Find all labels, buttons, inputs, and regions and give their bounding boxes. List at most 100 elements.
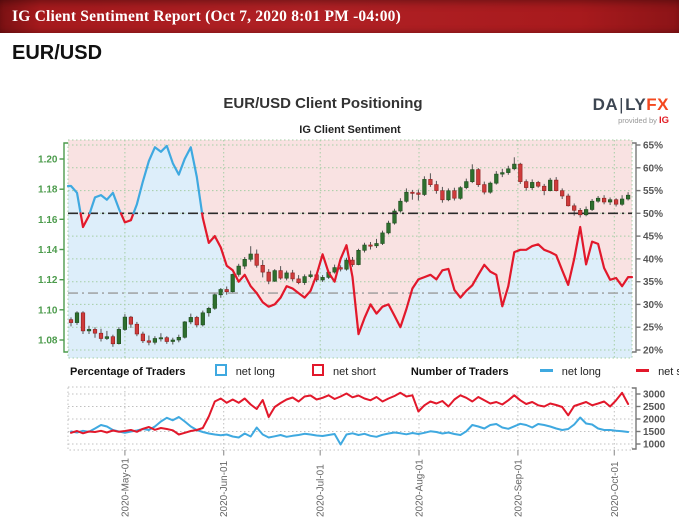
candle-body <box>392 210 397 224</box>
candle-body <box>152 338 158 343</box>
candle-body <box>518 163 523 182</box>
percent-tick-label: 40% <box>643 254 663 265</box>
candle-body <box>332 267 337 273</box>
candle-body <box>242 258 247 267</box>
candle-body <box>320 277 325 281</box>
legend-group-number: Number of Traders <box>410 366 509 378</box>
candle-body <box>506 168 511 173</box>
candle-body <box>68 319 74 323</box>
main-plot-border <box>67 139 633 359</box>
candle-body <box>398 200 403 212</box>
candle-body <box>494 173 499 184</box>
candle-body <box>536 182 541 187</box>
candle-body <box>440 190 445 201</box>
candle-body <box>572 205 577 211</box>
date-tick-label: 2020-Jun-01 <box>219 460 230 517</box>
dailyfx-wordmark: DA|LYFX <box>593 96 669 113</box>
candle-body <box>74 312 80 323</box>
date-tick-label: 2020-Sep-01 <box>513 459 524 517</box>
candle-body <box>410 191 415 194</box>
report-header: IG Client Sentiment Report (Oct 7, 2020 … <box>0 0 679 33</box>
chart-title: EUR/USD Client Positioning <box>223 95 423 112</box>
candle-body <box>548 179 553 192</box>
candle-body <box>356 250 361 265</box>
candle-body <box>116 329 121 344</box>
net-long-percentage-line <box>88 191 123 215</box>
candle-body <box>302 276 307 283</box>
count-tick-label: 2500 <box>643 402 666 413</box>
candle-body <box>224 289 229 293</box>
ig-logo: IG <box>658 115 669 126</box>
legend-net-long-count-label: net long <box>561 366 601 378</box>
count-tick-label: 3000 <box>643 390 666 401</box>
net-long-square-swatch <box>214 364 227 376</box>
candle-body <box>140 333 146 342</box>
candle-body <box>434 184 439 191</box>
date-tick-label: 2020-May-01 <box>120 458 131 517</box>
price-tick-label: 1.12 <box>38 275 58 286</box>
percent-tick-label: 25% <box>643 323 663 334</box>
candle-body <box>524 181 529 188</box>
percent-tick-label: 55% <box>643 186 663 197</box>
candle-body <box>446 190 451 201</box>
candle-body <box>625 194 631 200</box>
candle-body <box>470 169 475 183</box>
date-tick-label: 2020-Aug-01 <box>415 459 426 517</box>
candle-body <box>128 316 134 325</box>
net-short-percentage-line <box>119 212 135 224</box>
logo-divider: | <box>619 95 625 114</box>
price-tick-label: 1.16 <box>38 215 58 226</box>
chart-legend: Percentage of Traders net long net short… <box>70 364 679 382</box>
candle-body <box>176 336 181 341</box>
count-tick-label: 1500 <box>643 427 666 438</box>
candle-body <box>98 332 104 339</box>
percent-tick-label: 45% <box>643 232 663 243</box>
candle-body <box>380 232 385 244</box>
net-short-line-swatch <box>636 369 649 372</box>
candle-body <box>278 270 283 279</box>
net-short-percentage-line <box>201 212 634 336</box>
candle-body <box>200 312 205 326</box>
legend-net-short-label: net short <box>332 366 376 378</box>
candle-body <box>308 274 313 277</box>
logo-text-ly: LY <box>625 95 647 114</box>
candle-body <box>182 321 187 338</box>
candle-body <box>464 181 469 188</box>
net-short-square-swatch <box>311 364 324 376</box>
candle-body <box>386 222 391 234</box>
instrument-title: EUR/USD <box>12 42 103 64</box>
candle-body <box>212 294 217 309</box>
candle-body <box>368 244 373 247</box>
count-tick-label: 2000 <box>643 415 666 426</box>
percent-axis-bracket <box>632 142 637 353</box>
candle-body <box>122 316 127 330</box>
legend-net-long-label: net long <box>235 366 275 378</box>
candle-body <box>554 179 559 192</box>
percent-tick-label: 35% <box>643 277 663 288</box>
candle-body <box>500 172 505 175</box>
percent-tick-label: 60% <box>643 163 663 174</box>
candle-body <box>458 187 463 199</box>
price-tick-label: 1.20 <box>38 155 58 166</box>
candle-body <box>296 278 301 283</box>
candle-body <box>404 191 409 202</box>
net-short-count-line <box>70 391 630 436</box>
candle-body <box>104 336 109 339</box>
candle-body <box>595 197 601 202</box>
logo-text-fx: FX <box>646 95 669 114</box>
candle-body <box>350 259 355 265</box>
count-axis-bracket <box>632 387 637 450</box>
legend-group-percentage: Percentage of Traders <box>70 366 186 378</box>
candle-body <box>589 200 595 210</box>
candle-body <box>542 185 547 191</box>
candle-body <box>476 169 481 186</box>
percent-tick-label: 30% <box>643 300 663 311</box>
candle-body <box>146 340 152 343</box>
net-long-region-fill <box>68 145 632 358</box>
count-tick-label: 1000 <box>643 440 666 451</box>
net-long-percentage-line <box>132 144 204 215</box>
candle-body <box>194 317 199 326</box>
candle-body <box>560 190 565 197</box>
candle-body <box>374 243 379 247</box>
